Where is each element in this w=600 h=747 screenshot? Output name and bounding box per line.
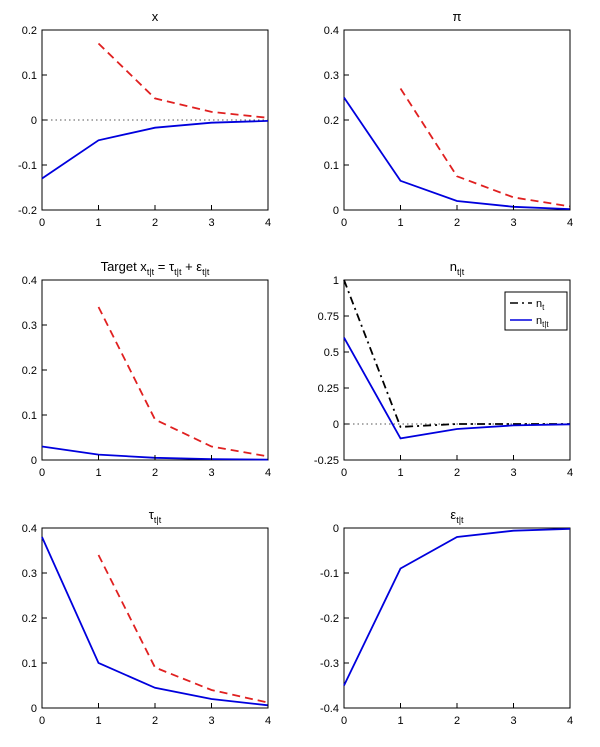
axes-box — [343, 527, 571, 709]
x-tick-label: 3 — [510, 217, 516, 229]
y-tick-label: -0.2 — [18, 205, 37, 217]
x-tick-label: 4 — [567, 217, 573, 229]
subplot-x: -0.2 -0.1 0 0.1 0.2 0 1 2 3 4 x — [18, 9, 271, 229]
x-tick-label: 1 — [397, 467, 403, 479]
x-tick-label: 3 — [208, 217, 214, 229]
y-tick-label: 0 — [31, 703, 37, 715]
series-red-dashed-line — [97, 306, 269, 458]
y-tick-label: -0.25 — [314, 455, 339, 467]
y-tick-label: 0.4 — [324, 25, 339, 37]
y-tick-label: 0.3 — [22, 568, 37, 580]
series-ntt-solid-line — [343, 337, 571, 440]
x-tick-label: 2 — [454, 217, 460, 229]
subplot-title: τt|t — [149, 507, 162, 525]
x-tick-label: 4 — [567, 467, 573, 479]
y-tick-label: 0 — [31, 115, 37, 127]
x-tick-label: 3 — [208, 715, 214, 727]
y-tick-label: -0.4 — [320, 703, 339, 715]
x-tick-label: 0 — [341, 467, 347, 479]
y-tick-label: 0 — [333, 205, 339, 217]
y-tick-label: -0.1 — [18, 160, 37, 172]
x-tick-label: 4 — [265, 715, 271, 727]
y-tick-label: 0.2 — [22, 365, 37, 377]
y-tick-label: 0.1 — [324, 160, 339, 172]
series-blue-solid-line — [41, 120, 269, 180]
x-tick-label: 2 — [454, 715, 460, 727]
x-tick-label: 1 — [95, 715, 101, 727]
x-tick-label: 0 — [39, 467, 45, 479]
x-tick-label: 3 — [510, 715, 516, 727]
x-tick-label: 1 — [95, 467, 101, 479]
axes-box — [41, 527, 269, 709]
y-tick-label: -0.1 — [320, 568, 339, 580]
y-tick-label: -0.3 — [320, 658, 339, 670]
y-tick-label: 0 — [333, 523, 339, 535]
x-tick-label: 3 — [510, 467, 516, 479]
y-tick-label: 0.1 — [22, 410, 37, 422]
subplot-eps: -0.4 -0.3 -0.2 -0.1 0 0 1 2 3 4 εt|t — [320, 507, 573, 727]
y-tick-label: 0.5 — [324, 347, 339, 359]
y-tick-label: 0.2 — [22, 613, 37, 625]
axes-box — [343, 29, 571, 211]
x-tick-label: 1 — [397, 217, 403, 229]
subplot-pi: 0 0.1 0.2 0.3 0.4 0 1 2 3 4 π — [324, 9, 573, 229]
x-tick-label: 3 — [208, 467, 214, 479]
subplot-title: π — [453, 9, 462, 24]
y-tick-label: 0 — [333, 419, 339, 431]
y-tick-label: 1 — [333, 275, 339, 287]
y-tick-label: 0.25 — [318, 383, 339, 395]
y-tick-label: -0.2 — [320, 613, 339, 625]
legend-box — [504, 291, 568, 331]
x-tick-label: 0 — [39, 715, 45, 727]
x-tick-label: 4 — [265, 467, 271, 479]
series-red-dashed-line — [97, 554, 269, 704]
y-tick-label: 0.3 — [22, 320, 37, 332]
subplot-title: nt|t — [450, 259, 465, 277]
y-tick-label: 0.2 — [22, 25, 37, 37]
subplot-tau: 0 0.1 0.2 0.3 0.4 0 1 2 3 4 τt|t — [22, 507, 271, 727]
x-tick-label: 2 — [152, 467, 158, 479]
subplot-title: εt|t — [450, 507, 464, 525]
axes-box — [41, 279, 269, 461]
x-tick-label: 4 — [265, 217, 271, 229]
x-tick-label: 2 — [152, 217, 158, 229]
series-red-dashed-line — [399, 88, 571, 208]
y-tick-label: 0.4 — [22, 275, 37, 287]
subplot-target: 0 0.1 0.2 0.3 0.4 0 1 2 3 4 Target xt|t = τt|t + ε… — [22, 259, 271, 479]
y-tick-label: 0.1 — [22, 70, 37, 82]
legend-entry-label: nt|t — [536, 315, 549, 329]
x-tick-label: 0 — [341, 217, 347, 229]
y-tick-label: 0.75 — [318, 311, 339, 323]
subplot-title: x — [152, 9, 159, 24]
x-tick-label: 4 — [567, 715, 573, 727]
legend-entry-label: nt — [536, 298, 545, 312]
y-tick-label: 0 — [31, 455, 37, 467]
x-tick-label: 0 — [39, 217, 45, 229]
subplot-title: Target xt|t = τt|t + εt|t — [101, 259, 210, 277]
y-tick-label: 0.3 — [324, 70, 339, 82]
x-tick-label: 2 — [454, 467, 460, 479]
series-red-dashed-line — [97, 42, 269, 119]
y-tick-label: 0.1 — [22, 658, 37, 670]
x-tick-label: 0 — [341, 715, 347, 727]
y-tick-label: 0.2 — [324, 115, 339, 127]
x-tick-label: 1 — [95, 217, 101, 229]
x-tick-label: 1 — [397, 715, 403, 727]
series-blue-solid-line — [343, 528, 571, 686]
x-tick-label: 2 — [152, 715, 158, 727]
series-nt-dashdot-line — [343, 279, 570, 428]
series-blue-solid-line — [41, 536, 269, 707]
series-blue-solid-line — [343, 96, 571, 210]
y-tick-label: 0.4 — [22, 523, 37, 535]
